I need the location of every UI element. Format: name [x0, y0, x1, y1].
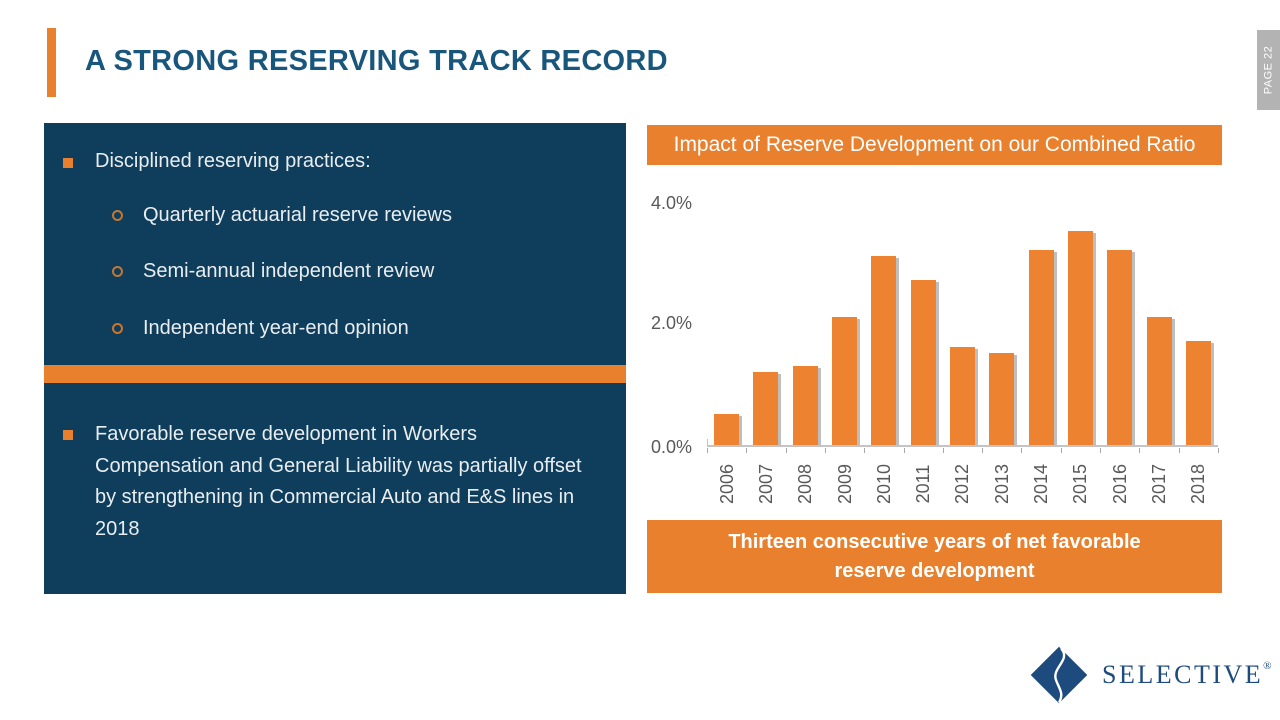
x-axis-label: 2018 [1188, 463, 1208, 505]
list-item-label: Semi-annual independent review [143, 260, 435, 282]
x-axis-tick [1100, 448, 1101, 453]
x-axis-tick [904, 448, 905, 453]
logo-wordmark-text: SELECTIVE [1102, 660, 1264, 689]
bar-2007 [753, 372, 778, 445]
bar-2012 [950, 347, 975, 445]
logo-wordmark: SELECTIVE® [1102, 660, 1272, 690]
page-number-tab: PAGE 22 [1257, 30, 1280, 110]
bar-2009 [832, 317, 857, 445]
square-bullet-icon [63, 430, 73, 440]
logo-diamond-icon [1030, 646, 1088, 704]
list-item: Quarterly actuarial reserve reviews [112, 204, 452, 227]
x-axis-tick [786, 448, 787, 453]
x-axis-label: 2007 [756, 463, 776, 505]
x-axis-label: 2016 [1110, 463, 1130, 505]
x-axis-label: 2006 [717, 463, 737, 505]
y-axis-tick [707, 439, 708, 447]
bar-2008 [793, 366, 818, 445]
orange-divider-stripe [44, 365, 626, 383]
x-axis-tick [1179, 448, 1180, 453]
y-axis-tick-label: 2.0% [650, 313, 692, 333]
list-item: Independent year-end opinion [112, 317, 409, 340]
circle-bullet-icon [112, 210, 123, 221]
x-axis-label: 2015 [1070, 463, 1090, 505]
bar-2006 [714, 414, 739, 445]
x-axis-tick [825, 448, 826, 453]
x-axis-label: 2010 [874, 463, 894, 505]
x-axis-tick [1218, 448, 1219, 453]
page-number-label: PAGE 22 [1262, 45, 1275, 95]
plot-area [707, 180, 1218, 447]
circle-bullet-icon [112, 323, 123, 334]
x-axis-tick [1139, 448, 1140, 453]
bar-2013 [989, 353, 1014, 445]
title-accent-bar [47, 28, 56, 97]
y-axis-tick-label: 0.0% [650, 437, 692, 457]
bar-2010 [871, 256, 896, 445]
bar-2011 [911, 280, 936, 445]
chart-title-banner: Impact of Reserve Development on our Com… [647, 125, 1222, 165]
bar-2018 [1186, 341, 1211, 445]
x-axis-tick [1021, 448, 1022, 453]
bar-2015 [1068, 231, 1093, 445]
list-item-label: Independent year-end opinion [143, 317, 409, 339]
y-axis-tick-label: 4.0% [650, 193, 692, 213]
x-axis-tick [982, 448, 983, 453]
x-axis-label: 2008 [795, 463, 815, 505]
square-bullet-icon [63, 158, 73, 168]
x-axis-label: 2017 [1149, 463, 1169, 505]
panel-heading: Disciplined reserving practices: [95, 150, 371, 172]
page-title: A STRONG RESERVING TRACK RECORD [85, 45, 668, 77]
left-text-panel: Disciplined reserving practices: Quarter… [44, 123, 626, 594]
x-axis-label: 2009 [835, 463, 855, 505]
x-axis-label: 2014 [1031, 463, 1051, 505]
bar-2014 [1029, 250, 1054, 445]
bar-2017 [1147, 317, 1172, 445]
list-item-label: Quarterly actuarial reserve reviews [143, 204, 452, 226]
x-axis-tick [746, 448, 747, 453]
company-logo: SELECTIVE® [1028, 644, 1272, 706]
registered-trademark-symbol: ® [1263, 660, 1272, 672]
bar-2016 [1107, 250, 1132, 445]
x-axis-label: 2012 [952, 463, 972, 505]
bar-chart: 4.0% 2.0% 0.0% 2006 2007 2008 2009 2010 2011 2… [647, 180, 1222, 515]
circle-bullet-icon [112, 266, 123, 277]
x-axis-tick [943, 448, 944, 453]
x-axis-label: 2011 [913, 464, 933, 504]
x-axis-tick [864, 448, 865, 453]
x-axis-tick [1061, 448, 1062, 453]
list-item: Semi-annual independent review [112, 260, 434, 283]
panel-body-text: Favorable reserve development in Workers… [95, 423, 582, 540]
x-axis-label: 2013 [992, 463, 1012, 505]
conclusion-banner: Thirteen consecutive years of net favora… [647, 520, 1222, 593]
x-axis-tick [707, 448, 708, 453]
